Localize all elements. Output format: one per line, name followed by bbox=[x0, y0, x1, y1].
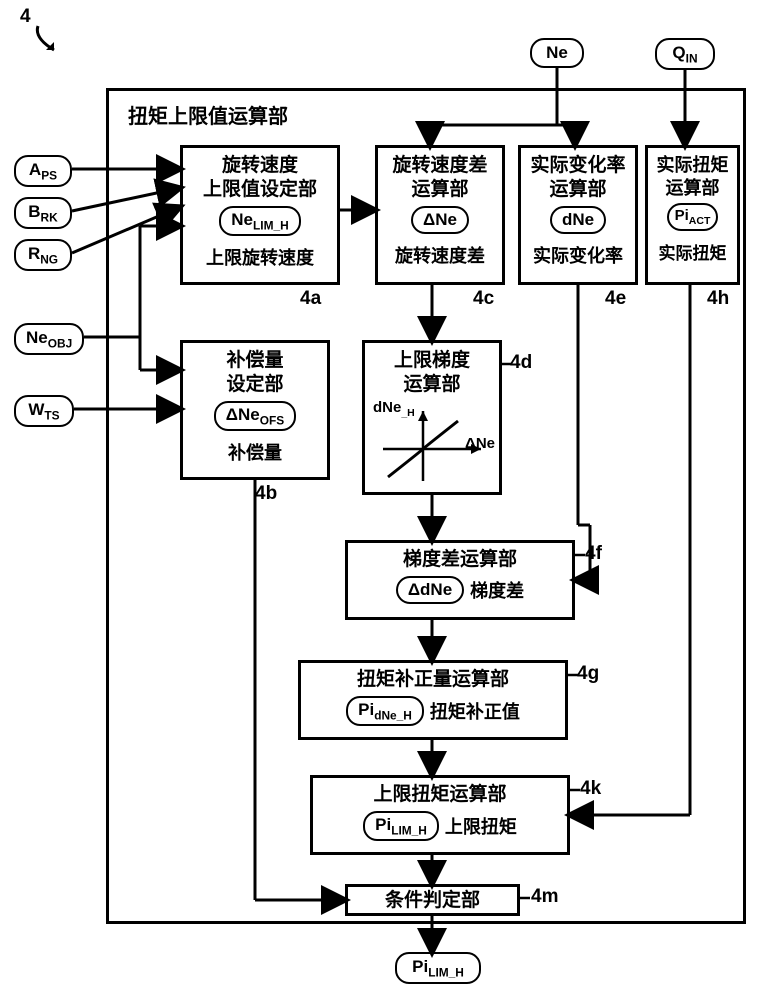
output-pilimh: PiLIM_H bbox=[395, 952, 481, 984]
b4f-title: 梯度差运算部 bbox=[356, 548, 564, 572]
ref-4m: 4m bbox=[531, 886, 558, 908]
b4h-sub: 实际扭矩 bbox=[650, 239, 735, 264]
ref-4f: 4f bbox=[585, 543, 602, 565]
b4f-var: ΔdNe bbox=[396, 576, 464, 604]
b4g-sub: 扭矩补正值 bbox=[430, 698, 520, 724]
b4b-title: 补偿量设定部 bbox=[187, 349, 323, 397]
input-ne: Ne bbox=[530, 38, 584, 68]
b4g-var: PidNe_H bbox=[346, 696, 424, 726]
fig-arrow bbox=[34, 22, 68, 56]
b4c-var: ΔNe bbox=[411, 206, 469, 234]
b4b-var: ΔNeOFS bbox=[214, 401, 296, 431]
b4e-title: 实际变化率运算部 bbox=[525, 154, 631, 202]
block-4k: 上限扭矩运算部 PiLIM_H 上限扭矩 bbox=[310, 775, 570, 855]
tick-4g bbox=[568, 669, 580, 681]
b4b-sub: 补偿量 bbox=[187, 439, 323, 465]
b4f-sub: 梯度差 bbox=[470, 577, 524, 603]
outer-title: 扭矩上限值运算部 bbox=[128, 100, 288, 129]
b4c-sub: 旋转速度差 bbox=[382, 242, 498, 268]
b4k-title: 上限扭矩运算部 bbox=[321, 783, 559, 807]
input-wts: WTS bbox=[14, 395, 74, 427]
b4a-var: NeLIM_H bbox=[219, 206, 300, 236]
b4e-var: dNe bbox=[550, 206, 606, 234]
b4a-sub: 上限旋转速度 bbox=[187, 244, 333, 270]
block-4f: 梯度差运算部 ΔdNe 梯度差 bbox=[345, 540, 575, 620]
b4m-title: 条件判定部 bbox=[352, 889, 513, 913]
b4h-var: PiACT bbox=[667, 203, 719, 231]
b4h-title: 实际扭矩运算部 bbox=[650, 154, 735, 199]
fig-number: 4 bbox=[20, 6, 31, 28]
block-4h: 实际扭矩运算部 PiACT 实际扭矩 bbox=[645, 145, 740, 285]
input-brk: BRK bbox=[14, 197, 72, 229]
b4a-title: 旋转速度上限值设定部 bbox=[187, 154, 333, 202]
input-rng: RNG bbox=[14, 239, 72, 271]
block-4d: 上限梯度运算部 dNe_H ΔNe bbox=[362, 340, 502, 495]
b4d-graph: dNe_H ΔNe bbox=[373, 399, 493, 487]
ref-4g: 4g bbox=[577, 663, 599, 685]
input-aps: APS bbox=[14, 155, 72, 187]
block-4c: 旋转速度差运算部 ΔNe 旋转速度差 bbox=[375, 145, 505, 285]
ref-4h: 4h bbox=[707, 288, 729, 310]
block-4a: 旋转速度上限值设定部 NeLIM_H 上限旋转速度 bbox=[180, 145, 340, 285]
b4c-title: 旋转速度差运算部 bbox=[382, 154, 498, 202]
input-qin: QIN bbox=[655, 38, 715, 70]
ref-4k: 4k bbox=[580, 778, 601, 800]
ref-4c: 4c bbox=[473, 288, 494, 310]
block-4g: 扭矩补正量运算部 PidNe_H 扭矩补正值 bbox=[298, 660, 568, 740]
tick-4d bbox=[502, 358, 514, 370]
b4g-title: 扭矩补正量运算部 bbox=[309, 668, 557, 692]
ref-4e: 4e bbox=[605, 288, 626, 310]
input-neobj: NeOBJ bbox=[14, 323, 84, 355]
b4k-var: PiLIM_H bbox=[363, 811, 439, 841]
tick-4m bbox=[520, 892, 532, 904]
ref-4a: 4a bbox=[300, 288, 321, 310]
b4d-title: 上限梯度运算部 bbox=[373, 349, 491, 397]
ref-4b: 4b bbox=[255, 483, 277, 505]
b4k-sub: 上限扭矩 bbox=[445, 813, 517, 839]
tick-4k bbox=[570, 784, 582, 796]
block-4b: 补偿量设定部 ΔNeOFS 补偿量 bbox=[180, 340, 330, 480]
b4e-sub: 实际变化率 bbox=[525, 242, 631, 268]
block-4e: 实际变化率运算部 dNe 实际变化率 bbox=[518, 145, 638, 285]
block-4m: 条件判定部 bbox=[345, 884, 520, 916]
tick-4f bbox=[575, 549, 587, 561]
